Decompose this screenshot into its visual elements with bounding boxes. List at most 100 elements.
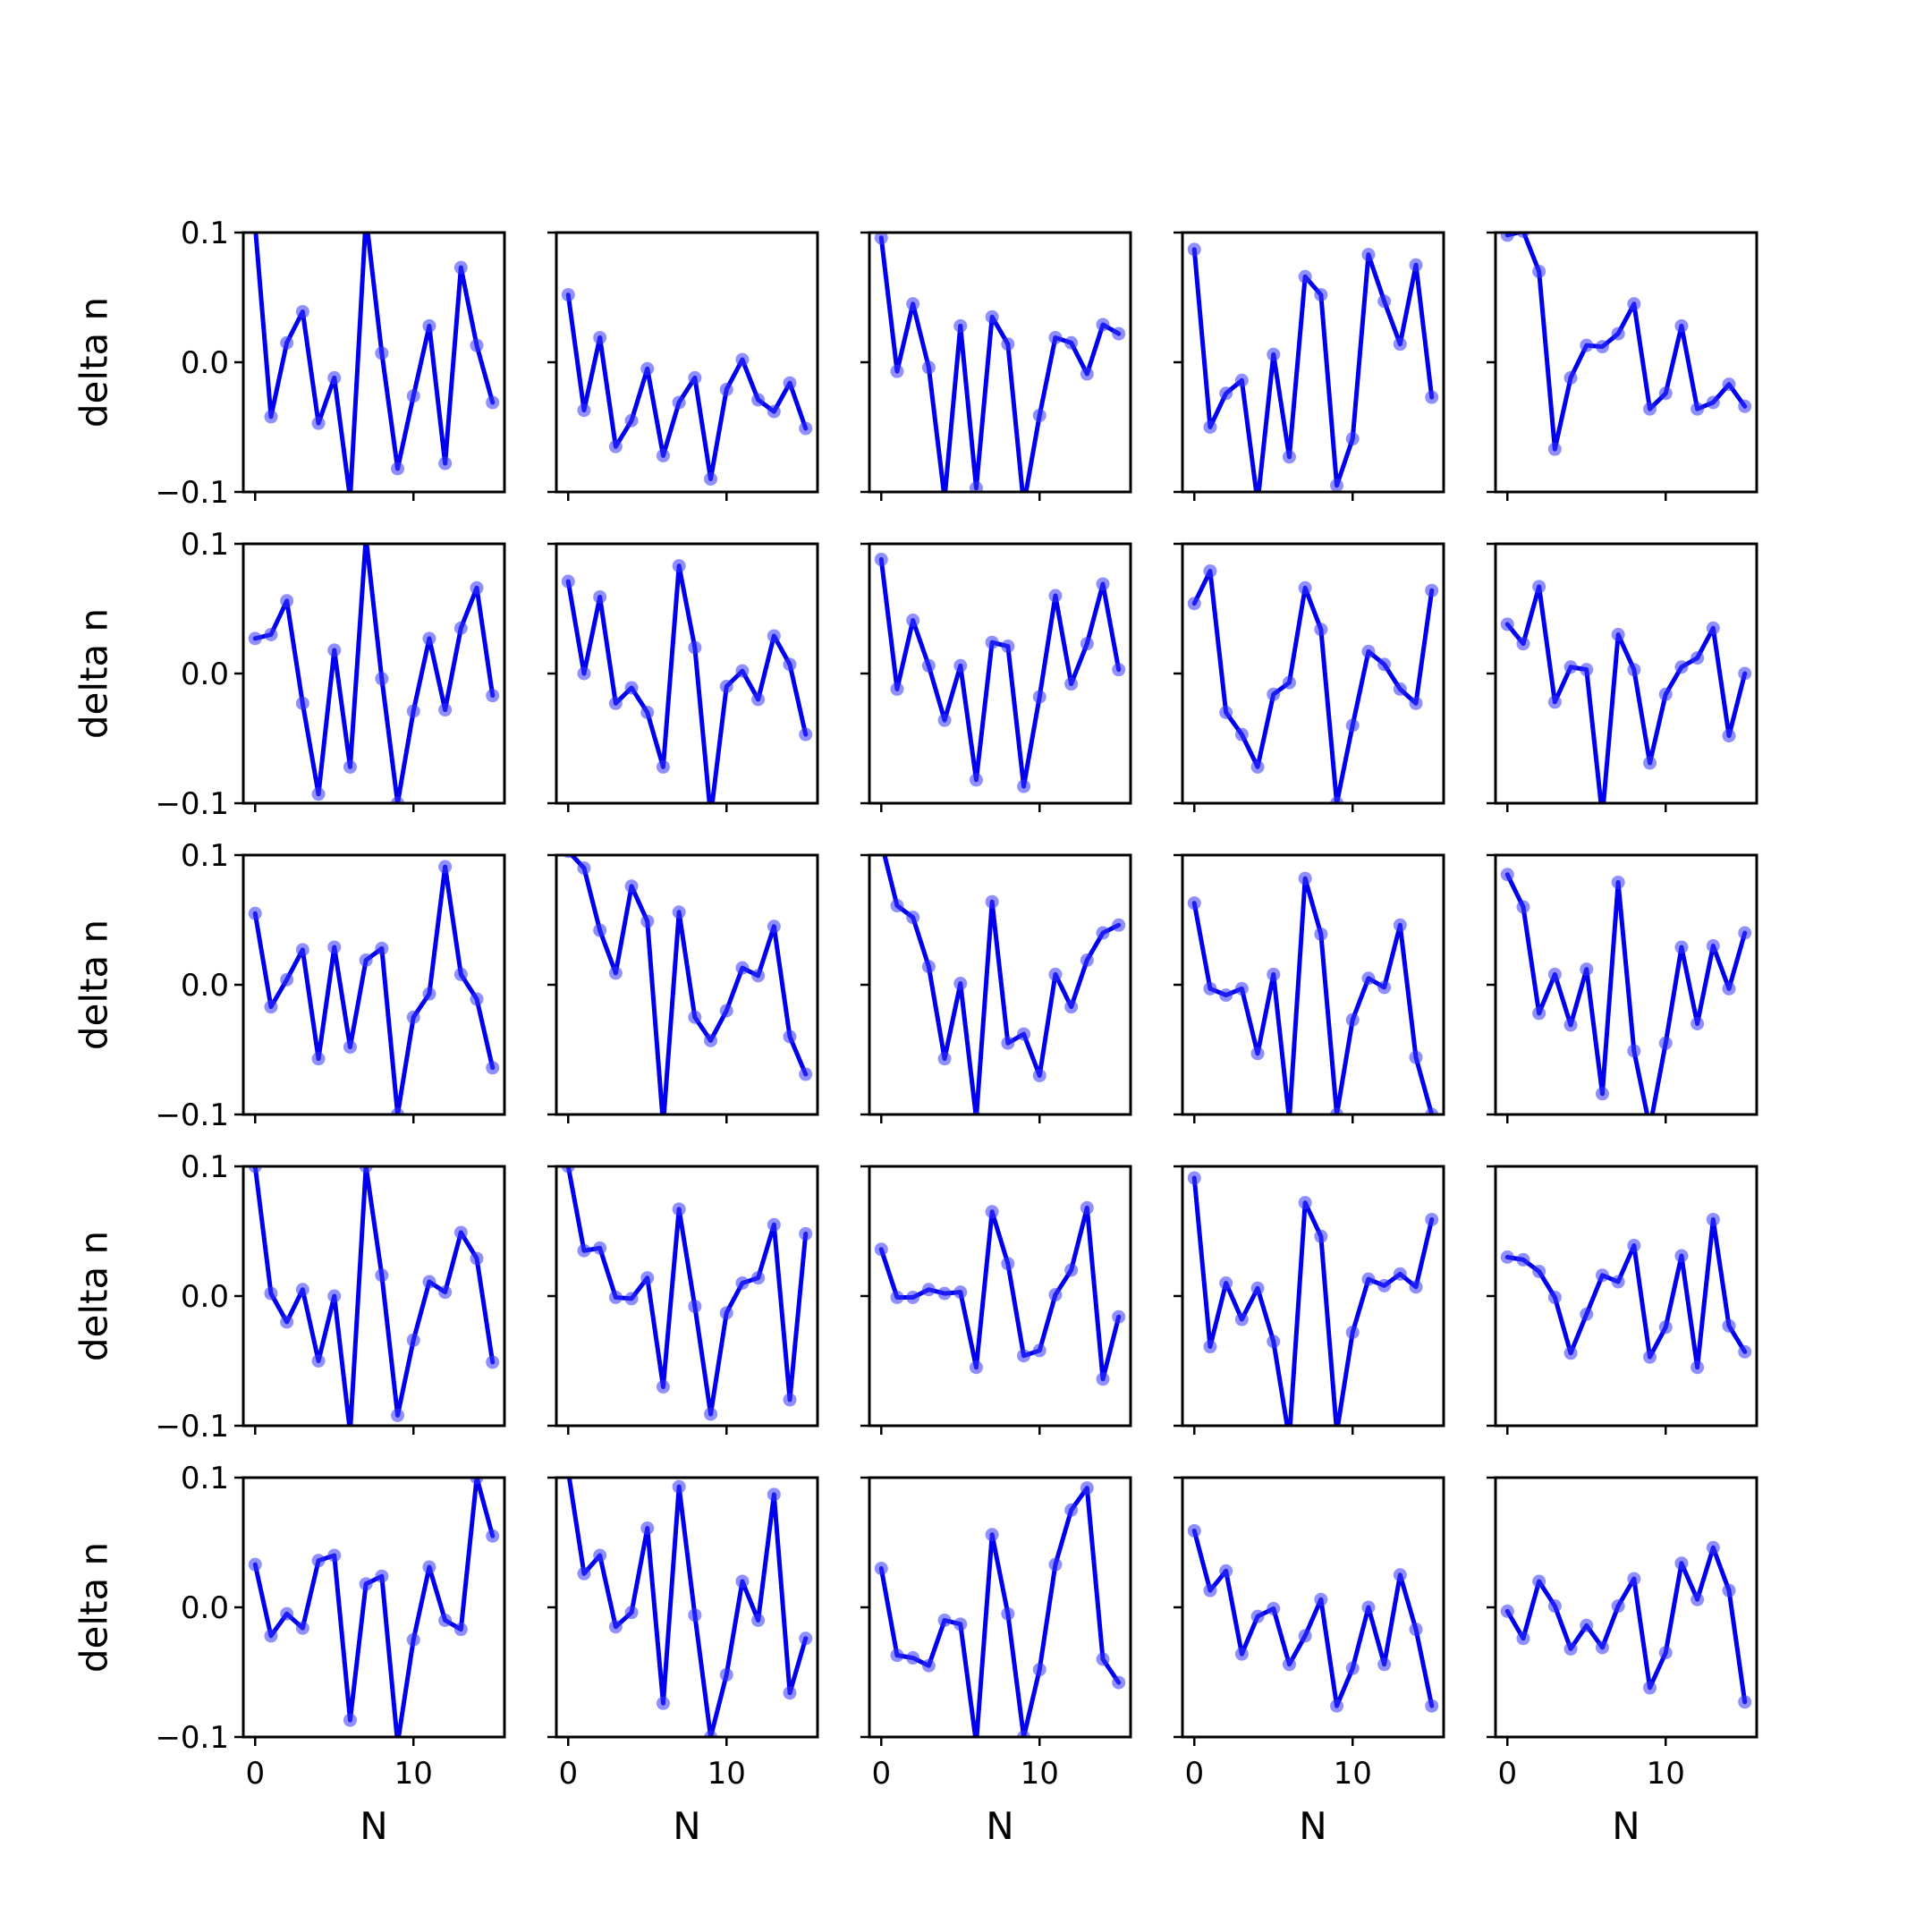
data-point bbox=[375, 1569, 389, 1583]
data-point bbox=[640, 1271, 655, 1285]
data-point bbox=[1017, 1027, 1031, 1041]
data-point bbox=[1001, 640, 1015, 654]
markers bbox=[1187, 242, 1439, 492]
data-point bbox=[1425, 390, 1439, 404]
data-point bbox=[280, 335, 294, 350]
data-point bbox=[1532, 1264, 1546, 1278]
y-tick-label: −0.1 bbox=[155, 786, 229, 822]
data-point bbox=[1627, 1238, 1641, 1252]
axes-frame bbox=[555, 853, 819, 1116]
x-axis-label: N bbox=[1612, 1804, 1640, 1848]
data-point bbox=[295, 696, 309, 710]
subplot-r1-c1 bbox=[547, 542, 819, 812]
data-point bbox=[1345, 1326, 1360, 1340]
data-point bbox=[327, 940, 342, 954]
data-point bbox=[1314, 1592, 1328, 1606]
series-line bbox=[878, 235, 1122, 492]
data-point bbox=[783, 376, 797, 390]
data-point bbox=[1335, 1425, 1339, 1426]
subplot-r1-c3 bbox=[1174, 542, 1445, 812]
data-point bbox=[799, 1067, 813, 1081]
data-point bbox=[1361, 971, 1376, 986]
data-point bbox=[608, 1290, 623, 1304]
subplot-r3-c1 bbox=[547, 1165, 819, 1435]
data-point bbox=[1425, 583, 1439, 597]
data-point bbox=[1345, 718, 1360, 733]
data-point bbox=[1611, 628, 1625, 641]
data-point bbox=[1096, 1372, 1110, 1386]
data-point bbox=[359, 1577, 373, 1591]
data-point bbox=[406, 704, 420, 718]
data-point bbox=[391, 1408, 405, 1422]
markers bbox=[253, 233, 500, 492]
data-point bbox=[783, 1393, 797, 1407]
data-point bbox=[1298, 871, 1312, 886]
data-point bbox=[1425, 1212, 1439, 1226]
data-point bbox=[640, 914, 655, 928]
data-point bbox=[280, 1606, 294, 1621]
data-point bbox=[799, 1631, 813, 1646]
y-tick-label: 0.0 bbox=[181, 968, 229, 1004]
data-point bbox=[577, 1243, 591, 1258]
markers bbox=[874, 552, 1126, 793]
data-point bbox=[1361, 248, 1376, 262]
data-point bbox=[1643, 1121, 1657, 1134]
data-point bbox=[688, 1608, 702, 1623]
data-point bbox=[1580, 663, 1594, 677]
data-point bbox=[1096, 926, 1110, 940]
data-point bbox=[1690, 402, 1705, 416]
data-point bbox=[719, 382, 733, 396]
data-point bbox=[937, 713, 952, 727]
x-tick-label: 0 bbox=[245, 1756, 265, 1792]
data-point bbox=[1219, 1563, 1233, 1578]
markers bbox=[874, 1200, 1126, 1386]
data-point bbox=[391, 1107, 405, 1114]
data-point bbox=[1203, 1583, 1217, 1597]
data-point bbox=[395, 1736, 400, 1737]
data-point bbox=[1250, 1609, 1265, 1623]
axes-frame bbox=[555, 1476, 819, 1739]
data-point bbox=[453, 967, 468, 981]
data-point bbox=[1032, 408, 1046, 422]
data-point bbox=[799, 1226, 813, 1241]
subplot-r2-c3 bbox=[1174, 853, 1445, 1123]
data-point bbox=[1064, 1000, 1079, 1014]
data-point bbox=[921, 658, 936, 673]
series-line bbox=[882, 855, 1122, 1114]
data-point bbox=[1096, 318, 1110, 332]
data-point bbox=[1706, 939, 1720, 953]
data-point bbox=[422, 987, 436, 1001]
markers bbox=[1500, 1212, 1752, 1375]
data-point bbox=[719, 1667, 733, 1682]
markers bbox=[248, 544, 500, 803]
data-point bbox=[624, 1606, 639, 1620]
data-point bbox=[577, 1566, 591, 1580]
data-point bbox=[1409, 258, 1423, 272]
data-point bbox=[1250, 759, 1265, 774]
data-point bbox=[1298, 580, 1312, 595]
data-point bbox=[422, 318, 436, 333]
data-point bbox=[248, 1557, 262, 1572]
data-point bbox=[719, 1306, 733, 1320]
data-point bbox=[624, 681, 639, 695]
markers bbox=[248, 1166, 500, 1426]
data-point bbox=[1203, 564, 1217, 578]
data-point bbox=[486, 1529, 500, 1543]
data-point bbox=[1690, 1360, 1705, 1375]
data-point bbox=[1722, 1318, 1736, 1333]
data-point bbox=[406, 1010, 420, 1024]
data-point bbox=[1330, 796, 1344, 803]
series-line bbox=[565, 564, 809, 803]
data-point bbox=[1658, 386, 1673, 401]
data-point bbox=[921, 1658, 936, 1673]
subplot-r2-c4 bbox=[1487, 853, 1758, 1134]
data-point bbox=[608, 1620, 623, 1634]
data-point bbox=[1080, 953, 1094, 967]
data-point bbox=[470, 992, 484, 1006]
series-line bbox=[565, 292, 809, 481]
data-point bbox=[593, 1548, 607, 1563]
data-point bbox=[1627, 297, 1641, 311]
y-tick-label: 0.1 bbox=[181, 838, 229, 874]
data-point bbox=[1409, 1280, 1423, 1294]
data-point bbox=[799, 727, 813, 741]
